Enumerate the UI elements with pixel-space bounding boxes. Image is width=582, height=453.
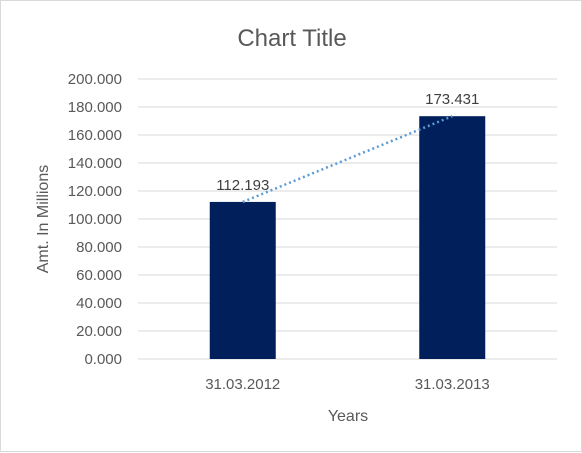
y-tick-label: 80.000 [76, 239, 122, 256]
y-tick-label: 20.000 [76, 323, 122, 340]
gridlines [138, 78, 557, 360]
chart-title: Chart Title [237, 25, 346, 52]
y-tick-label: 100.000 [68, 211, 122, 228]
x-axis-title: Years [328, 408, 368, 425]
data-label: 112.193 [216, 177, 269, 194]
y-tick-label: 200.000 [68, 71, 122, 88]
y-tick-label: 0.000 [84, 351, 122, 368]
y-tick-label: 160.000 [68, 127, 122, 144]
y-tick-label: 60.000 [76, 267, 122, 284]
y-tick-label: 120.000 [68, 183, 122, 200]
bar [209, 201, 276, 359]
y-axis-ticks: 0.000 20.000 40.000 60.000 80.000 100.000 120.… [68, 71, 122, 368]
data-label: 173.431 [425, 91, 479, 108]
y-tick-label: 180.000 [68, 99, 122, 116]
x-tick-label: 31.03.2013 [415, 376, 490, 393]
y-tick-label: 140.000 [68, 155, 122, 172]
x-tick-label: 31.03.2012 [205, 376, 280, 393]
x-axis-ticks: 31.03.2012 31.03.2013 [205, 376, 490, 393]
y-axis-title: Amt. In Millions [35, 165, 52, 273]
data-labels: 112.193 173.431 [216, 91, 479, 194]
y-tick-label: 40.000 [76, 295, 122, 312]
bar [419, 116, 486, 360]
bars [209, 116, 486, 360]
